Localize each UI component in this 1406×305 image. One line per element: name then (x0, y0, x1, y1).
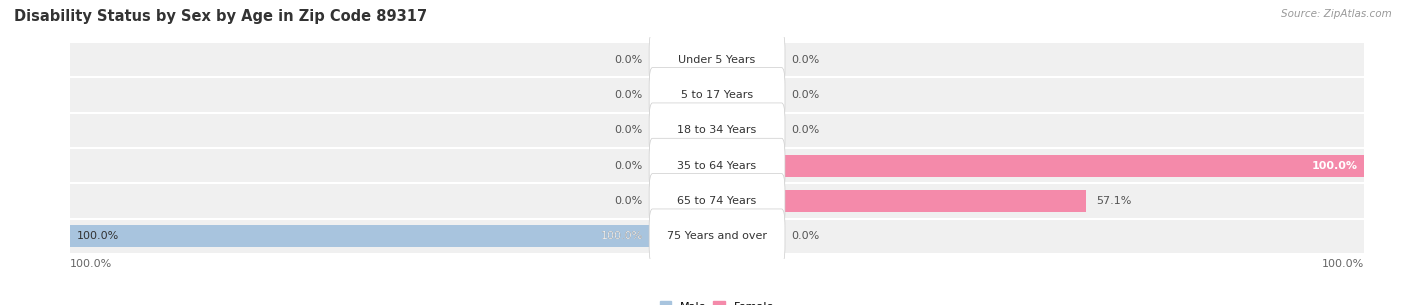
Bar (717, 190, 1087, 212)
FancyBboxPatch shape (650, 138, 785, 193)
Text: Disability Status by Sex by Age in Zip Code 89317: Disability Status by Sex by Age in Zip C… (14, 9, 427, 24)
Text: 75 Years and over: 75 Years and over (666, 231, 768, 241)
Text: 0.0%: 0.0% (614, 196, 643, 206)
Bar (70, 225, 717, 247)
Bar (70, 219, 1364, 254)
Bar (70, 148, 1364, 183)
Text: 5 to 17 Years: 5 to 17 Years (681, 90, 754, 100)
Text: 0.0%: 0.0% (614, 161, 643, 170)
Bar (70, 113, 1364, 148)
Text: 100.0%: 100.0% (1312, 161, 1357, 170)
Text: 0.0%: 0.0% (792, 90, 820, 100)
Text: 0.0%: 0.0% (614, 55, 643, 65)
Text: 0.0%: 0.0% (792, 55, 820, 65)
Text: 100.0%: 100.0% (77, 231, 120, 241)
Legend: Male, Female: Male, Female (655, 297, 779, 305)
FancyBboxPatch shape (650, 103, 785, 158)
Text: 57.1%: 57.1% (1097, 196, 1132, 206)
Text: 100.0%: 100.0% (600, 231, 643, 241)
Text: 0.0%: 0.0% (614, 90, 643, 100)
FancyBboxPatch shape (650, 68, 785, 122)
FancyBboxPatch shape (650, 209, 785, 264)
Text: 0.0%: 0.0% (614, 125, 643, 135)
Text: 0.0%: 0.0% (792, 125, 820, 135)
Text: 18 to 34 Years: 18 to 34 Years (678, 125, 756, 135)
FancyBboxPatch shape (650, 32, 785, 87)
Text: 35 to 64 Years: 35 to 64 Years (678, 161, 756, 170)
Text: 100.0%: 100.0% (1322, 259, 1364, 269)
Text: 65 to 74 Years: 65 to 74 Years (678, 196, 756, 206)
Text: Under 5 Years: Under 5 Years (679, 55, 755, 65)
Bar (717, 155, 1364, 177)
Bar (70, 42, 1364, 77)
Bar (70, 77, 1364, 113)
Bar (70, 183, 1364, 219)
Text: 100.0%: 100.0% (600, 231, 643, 241)
FancyBboxPatch shape (650, 174, 785, 228)
Text: 0.0%: 0.0% (792, 231, 820, 241)
Text: 100.0%: 100.0% (70, 259, 112, 269)
Text: Source: ZipAtlas.com: Source: ZipAtlas.com (1281, 9, 1392, 19)
